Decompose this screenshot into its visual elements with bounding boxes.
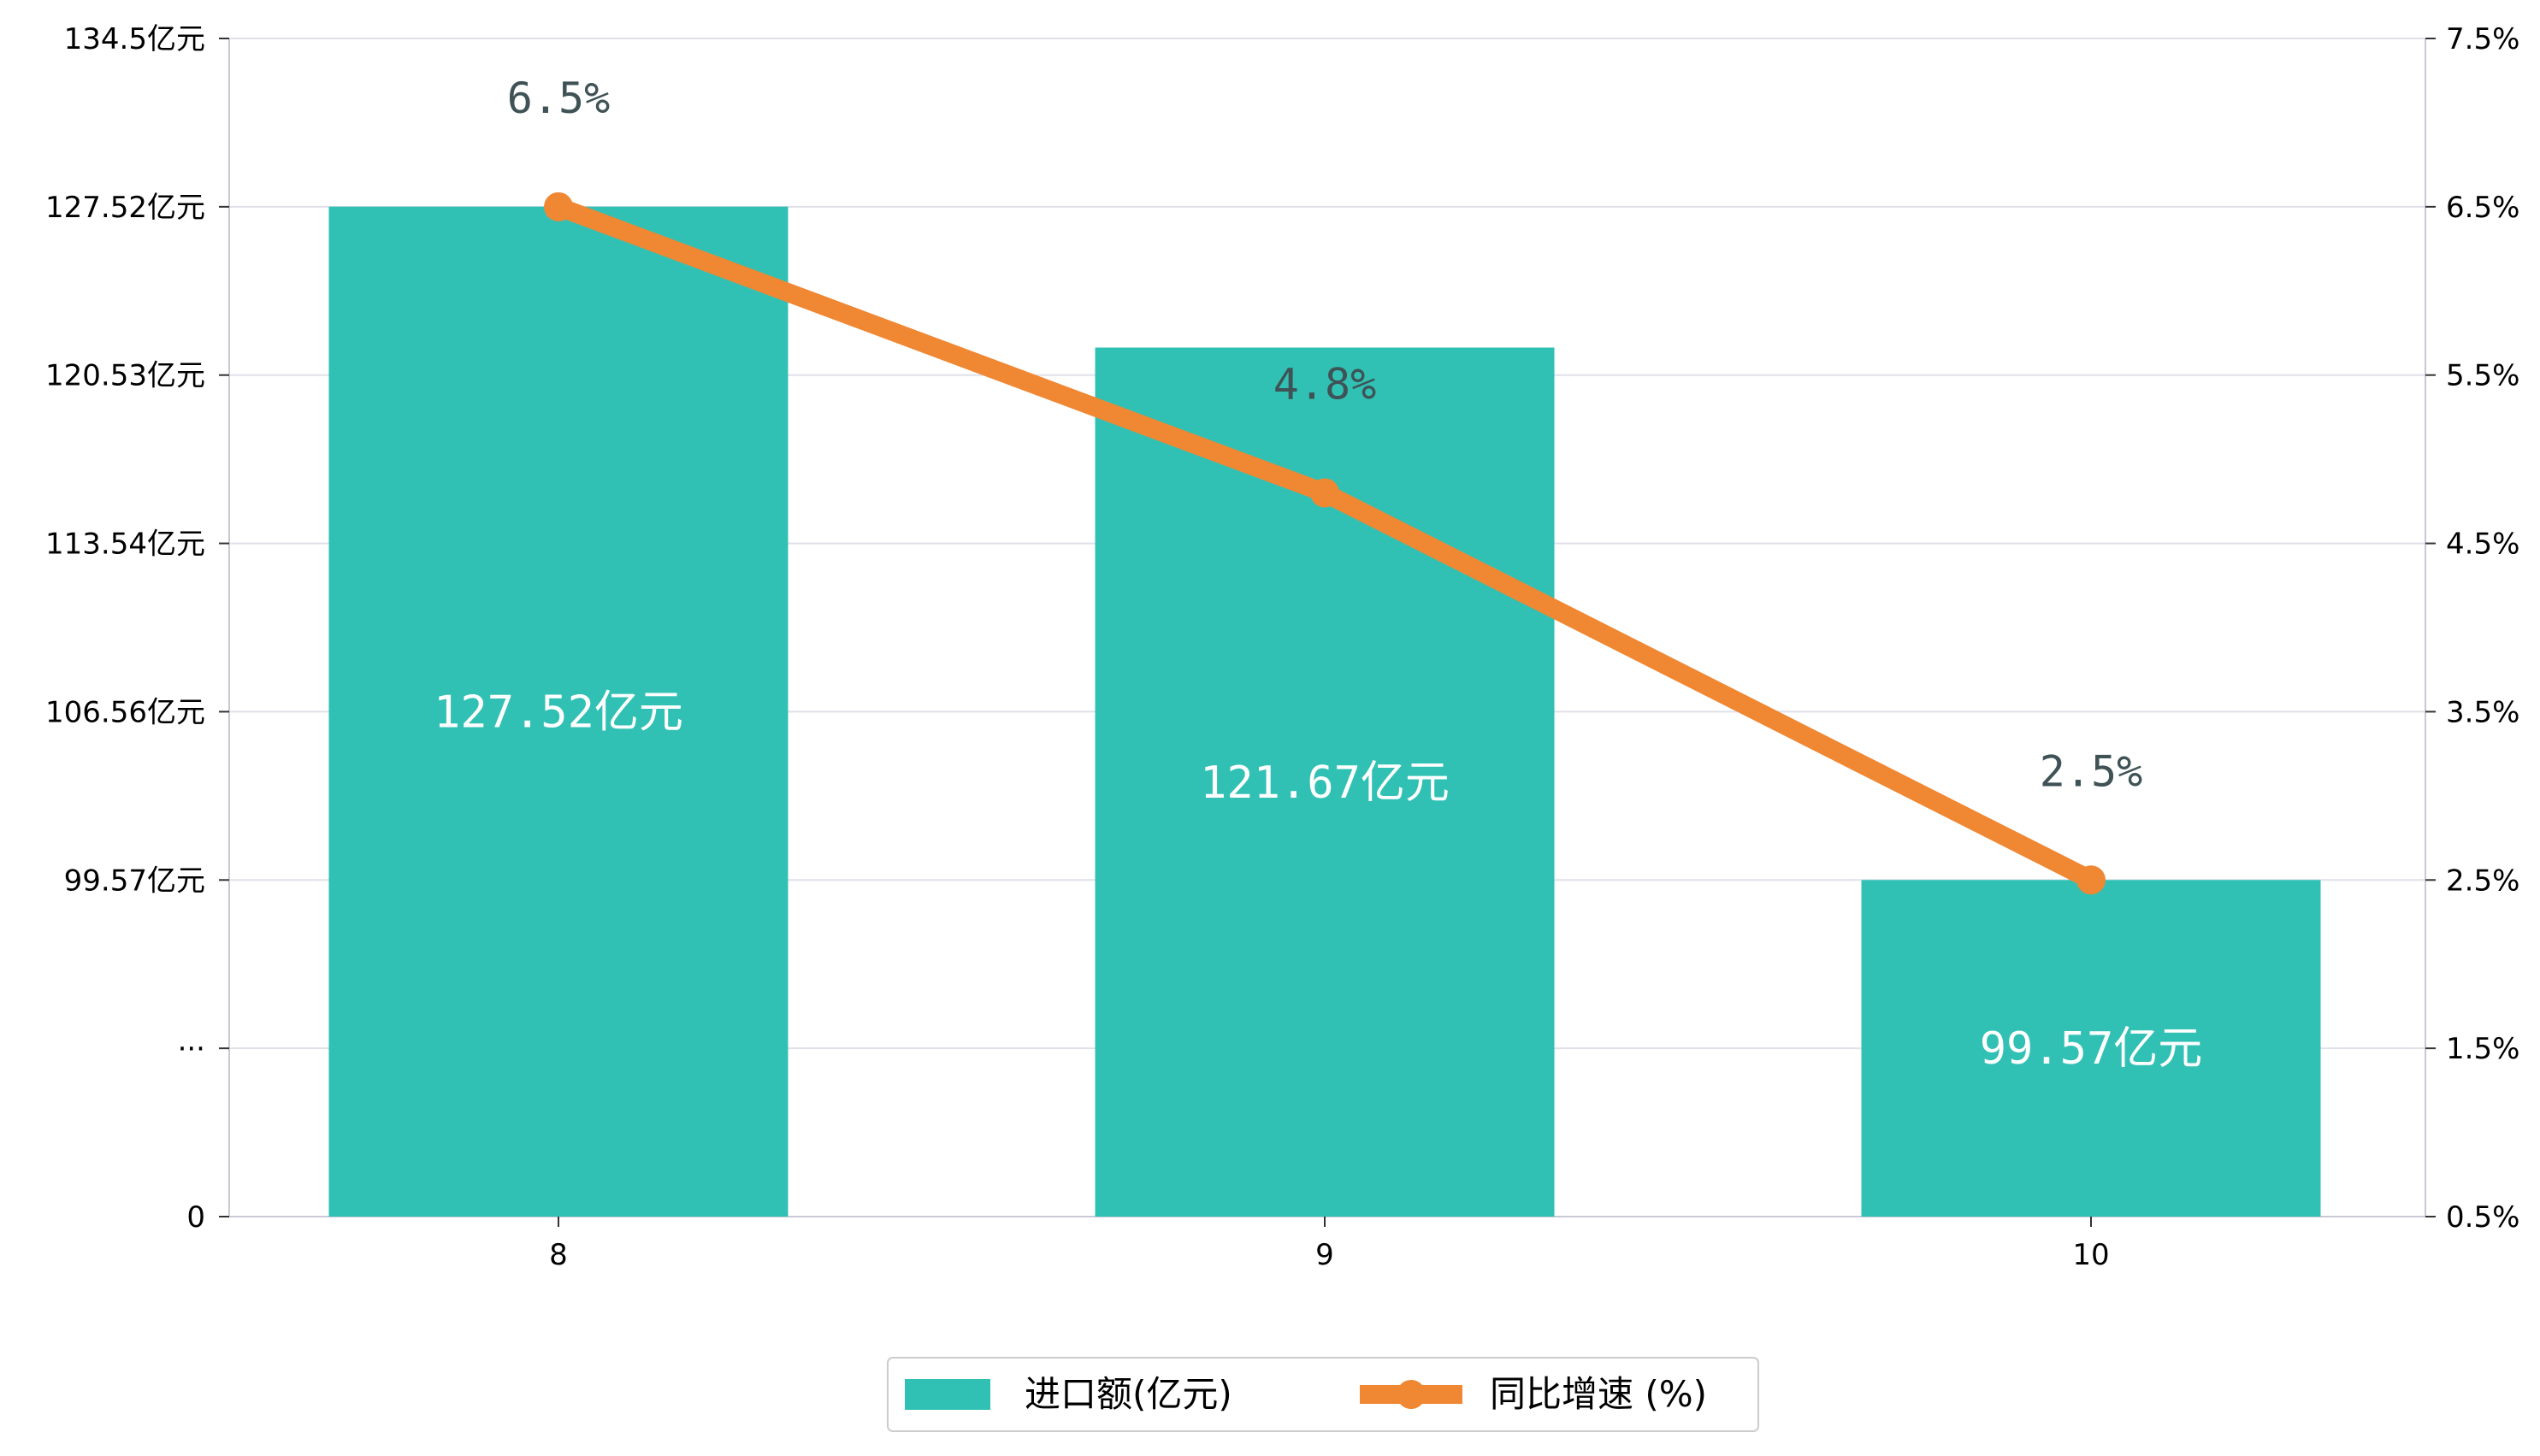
- y-left-tick-label: 120.53亿元: [45, 359, 205, 393]
- y-right-tick-label: 4.5%: [2446, 528, 2519, 562]
- legend-swatch-bar[interactable]: [905, 1379, 990, 1410]
- bar-value-label: 121.67亿元: [1200, 757, 1450, 809]
- y-right-tick-label: 5.5%: [2446, 359, 2519, 393]
- y-right-tick-label: 1.5%: [2446, 1032, 2519, 1066]
- y-left-tick-label: 106.56亿元: [45, 695, 205, 729]
- growth-rate-point[interactable]: [2076, 865, 2106, 895]
- y-right-tick-label: 3.5%: [2446, 695, 2519, 729]
- legend-swatch-point: [1397, 1380, 1426, 1409]
- y-left-tick-label: 127.52亿元: [45, 191, 205, 225]
- y-right-tick-label: 2.5%: [2446, 864, 2519, 898]
- legend-label-growth: 同比增速 (%): [1490, 1373, 1707, 1415]
- y-left-tick-label: 113.54亿元: [45, 528, 205, 562]
- bar-import-value[interactable]: [1861, 880, 2321, 1217]
- growth-rate-label: 4.8%: [1273, 360, 1376, 410]
- growth-rate-point[interactable]: [544, 192, 573, 221]
- x-tick-label: 10: [2072, 1238, 2109, 1272]
- bar-import-value[interactable]: [328, 206, 789, 1217]
- legend-box: [887, 1357, 1759, 1432]
- x-tick-label: 8: [549, 1238, 568, 1272]
- y-right-tick-label: 6.5%: [2446, 191, 2519, 225]
- y-left-tick-label: 0: [186, 1200, 205, 1235]
- y-right-tick-label: 7.5%: [2446, 22, 2519, 56]
- y-left-tick-label: 134.5亿元: [64, 22, 205, 56]
- x-tick-label: 9: [1315, 1238, 1334, 1272]
- bar-value-label: 99.57亿元: [1980, 1023, 2203, 1075]
- growth-rate-label: 2.5%: [2040, 746, 2142, 796]
- y-left-tick-label: 99.57亿元: [64, 864, 205, 898]
- y-right-tick-label: 0.5%: [2446, 1200, 2519, 1235]
- growth-rate-label: 6.5%: [507, 74, 610, 123]
- growth-rate-point[interactable]: [1310, 478, 1339, 508]
- y-left-tick-label: ···: [178, 1032, 205, 1066]
- legend-label-import: 进口额(亿元): [1025, 1373, 1232, 1415]
- bar-value-label: 127.52亿元: [434, 687, 683, 738]
